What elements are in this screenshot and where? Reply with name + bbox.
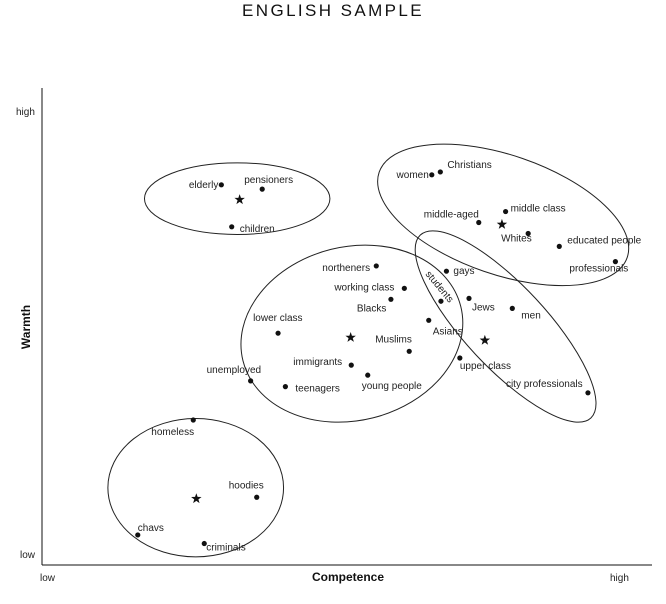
point-4 xyxy=(437,169,443,175)
point-label-24: upper class xyxy=(460,361,511,372)
centroid-star-2 xyxy=(496,218,508,229)
point-5 xyxy=(476,219,482,226)
cluster-ellipse-1 xyxy=(143,162,331,235)
point-label-10: northeners xyxy=(322,263,370,274)
point-label-22: men xyxy=(521,310,540,321)
point-label-8: educated people xyxy=(567,235,641,246)
point-21 xyxy=(466,295,472,301)
point-13 xyxy=(275,330,281,336)
point-12 xyxy=(388,296,394,302)
point-23 xyxy=(426,317,432,323)
y-tick-high: high xyxy=(16,107,35,118)
point-label-26: homeless xyxy=(151,427,194,438)
point-6 xyxy=(503,208,509,215)
point-label-11: working class xyxy=(333,282,394,293)
point-label-25: city professionals xyxy=(506,379,583,390)
chart-title: ENGLISH SAMPLE xyxy=(242,1,424,20)
x-tick-high: high xyxy=(610,573,629,584)
point-label-15: immigrants xyxy=(293,357,342,368)
cluster-ellipses xyxy=(107,143,630,558)
point-label-6: middle class xyxy=(511,204,566,215)
point-label-5: middle-aged xyxy=(424,210,479,221)
point-8 xyxy=(556,243,562,249)
point-0 xyxy=(218,182,224,188)
point-7 xyxy=(525,230,531,237)
y-tick-low: low xyxy=(20,550,36,561)
point-label-2: children xyxy=(240,224,275,235)
point-24 xyxy=(457,355,463,361)
point-19 xyxy=(443,268,450,274)
point-11 xyxy=(401,285,407,291)
point-17 xyxy=(282,384,288,390)
point-26 xyxy=(190,417,196,423)
point-28 xyxy=(135,532,141,538)
point-18 xyxy=(365,372,371,378)
point-27 xyxy=(254,494,260,500)
cluster-ellipse-4 xyxy=(414,230,597,423)
point-label-19: gays xyxy=(453,266,474,277)
point-1 xyxy=(259,186,265,192)
cluster-ellipse-5 xyxy=(107,418,285,558)
cluster-centroids xyxy=(191,194,508,504)
point-label-18: young people xyxy=(362,381,422,392)
point-10 xyxy=(373,263,379,269)
point-15 xyxy=(348,362,354,368)
point-14 xyxy=(406,348,412,354)
point-2 xyxy=(229,224,235,230)
centroid-star-4 xyxy=(479,334,491,345)
cluster-ellipse-2 xyxy=(377,143,630,287)
centroid-star-5 xyxy=(191,493,202,504)
point-label-7: Whites xyxy=(501,233,532,244)
point-label-27: hoodies xyxy=(229,480,264,491)
point-20 xyxy=(438,298,444,304)
point-label-14: Muslims xyxy=(375,334,412,345)
point-16 xyxy=(248,378,254,384)
point-label-0: elderly xyxy=(189,180,218,191)
point-label-1: pensioners xyxy=(244,175,293,186)
point-label-21: Jews xyxy=(472,302,495,313)
centroid-star-1 xyxy=(234,194,245,205)
point-label-3: women xyxy=(396,170,429,181)
x-tick-low: low xyxy=(40,573,56,584)
y-axis-label: Warmth xyxy=(19,305,33,349)
point-label-4: Christians xyxy=(447,160,491,171)
point-label-29: criminals xyxy=(206,543,245,554)
point-25 xyxy=(585,390,591,396)
point-label-16: unemployed xyxy=(207,365,261,376)
point-3 xyxy=(429,172,435,178)
x-axis-label: Competence xyxy=(312,570,384,584)
point-label-9: professionals xyxy=(569,264,628,275)
point-9 xyxy=(612,259,619,265)
data-points xyxy=(135,169,619,547)
point-label-23: Asians xyxy=(433,326,463,337)
point-29 xyxy=(201,540,207,547)
point-labels: elderly pensioners children women Christians… xyxy=(138,160,642,554)
point-label-12: Blacks xyxy=(357,303,386,314)
point-22 xyxy=(509,305,515,311)
cluster-ellipse-3 xyxy=(240,244,464,423)
point-label-13: lower class xyxy=(253,313,302,324)
point-label-17: teenagers xyxy=(295,384,339,395)
point-label-28: chavs xyxy=(138,523,164,534)
centroid-star-3 xyxy=(345,331,356,342)
